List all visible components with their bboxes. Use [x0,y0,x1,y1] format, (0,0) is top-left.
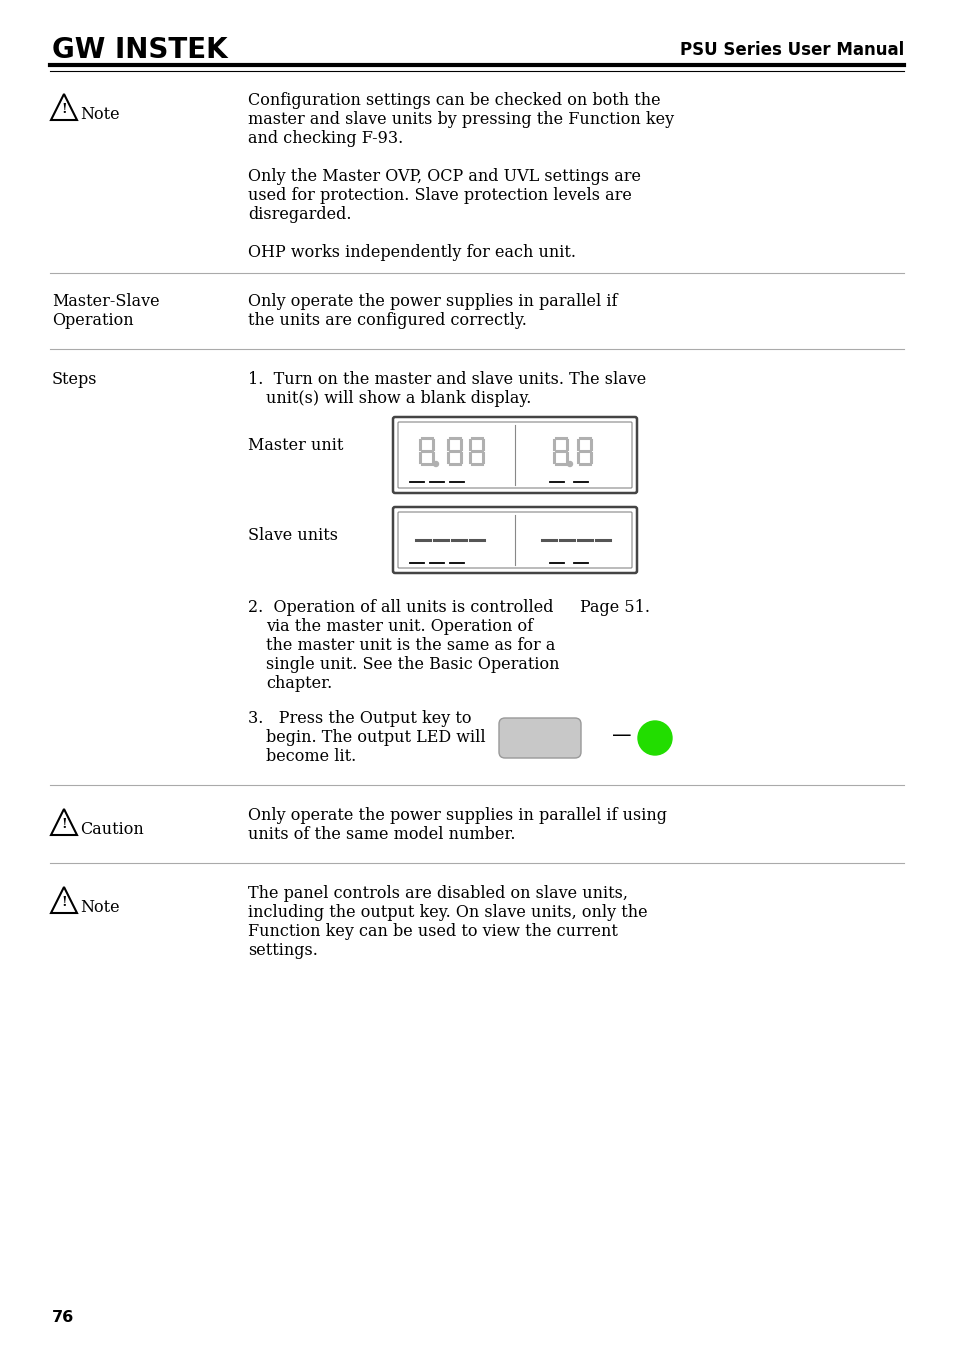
Text: Steps: Steps [52,371,97,389]
Text: master and slave units by pressing the Function key: master and slave units by pressing the F… [248,111,674,128]
Text: OHP works independently for each unit.: OHP works independently for each unit. [248,244,576,260]
Text: settings.: settings. [248,942,317,959]
Text: GW INSTEK: GW INSTEK [52,36,228,63]
Circle shape [433,461,438,467]
Text: units of the same model number.: units of the same model number. [248,826,515,843]
Text: Only operate the power supplies in parallel if using: Only operate the power supplies in paral… [248,807,666,824]
Text: 2.  Operation of all units is controlled: 2. Operation of all units is controlled [248,599,553,616]
Text: Operation: Operation [52,312,133,329]
FancyBboxPatch shape [393,417,637,492]
Text: 76: 76 [52,1310,74,1325]
Text: Caution: Caution [80,822,144,838]
Text: !: ! [61,817,67,831]
FancyBboxPatch shape [397,422,631,488]
Text: disregarded.: disregarded. [248,206,351,223]
Text: Configuration settings can be checked on both the: Configuration settings can be checked on… [248,92,659,109]
Text: PSU Series User Manual: PSU Series User Manual [679,40,903,59]
Text: Only the Master OVP, OCP and UVL settings are: Only the Master OVP, OCP and UVL setting… [248,169,640,185]
Text: Function key can be used to view the current: Function key can be used to view the cur… [248,923,618,940]
Text: Master unit: Master unit [248,437,343,455]
Text: begin. The output LED will: begin. The output LED will [266,728,485,746]
Text: the units are configured correctly.: the units are configured correctly. [248,312,526,329]
Text: !: ! [61,896,67,909]
Text: —: — [612,727,631,746]
Circle shape [638,720,671,755]
Text: Note: Note [80,107,119,123]
Text: used for protection. Slave protection levels are: used for protection. Slave protection le… [248,188,631,204]
Text: Only operate the power supplies in parallel if: Only operate the power supplies in paral… [248,293,617,310]
Circle shape [567,461,572,467]
Text: 3.   Press the Output key to: 3. Press the Output key to [248,710,471,727]
Text: Slave units: Slave units [248,527,337,544]
FancyBboxPatch shape [498,718,580,758]
Text: !: ! [61,103,67,116]
Text: Note: Note [80,898,119,916]
Text: the master unit is the same as for a: the master unit is the same as for a [266,637,555,654]
Text: 1.  Turn on the master and slave units. The slave: 1. Turn on the master and slave units. T… [248,371,645,389]
Text: Page 51.: Page 51. [579,599,649,616]
Text: The panel controls are disabled on slave units,: The panel controls are disabled on slave… [248,885,627,902]
Text: via the master unit. Operation of: via the master unit. Operation of [266,618,533,635]
Text: become lit.: become lit. [266,747,355,765]
Text: including the output key. On slave units, only the: including the output key. On slave units… [248,904,647,921]
Text: Master-Slave: Master-Slave [52,293,159,310]
Text: single unit. See the Basic Operation: single unit. See the Basic Operation [266,656,558,673]
FancyBboxPatch shape [393,507,637,573]
Text: chapter.: chapter. [266,674,332,692]
Text: unit(s) will show a blank display.: unit(s) will show a blank display. [266,390,531,407]
Text: and checking F-93.: and checking F-93. [248,130,403,147]
FancyBboxPatch shape [397,513,631,568]
